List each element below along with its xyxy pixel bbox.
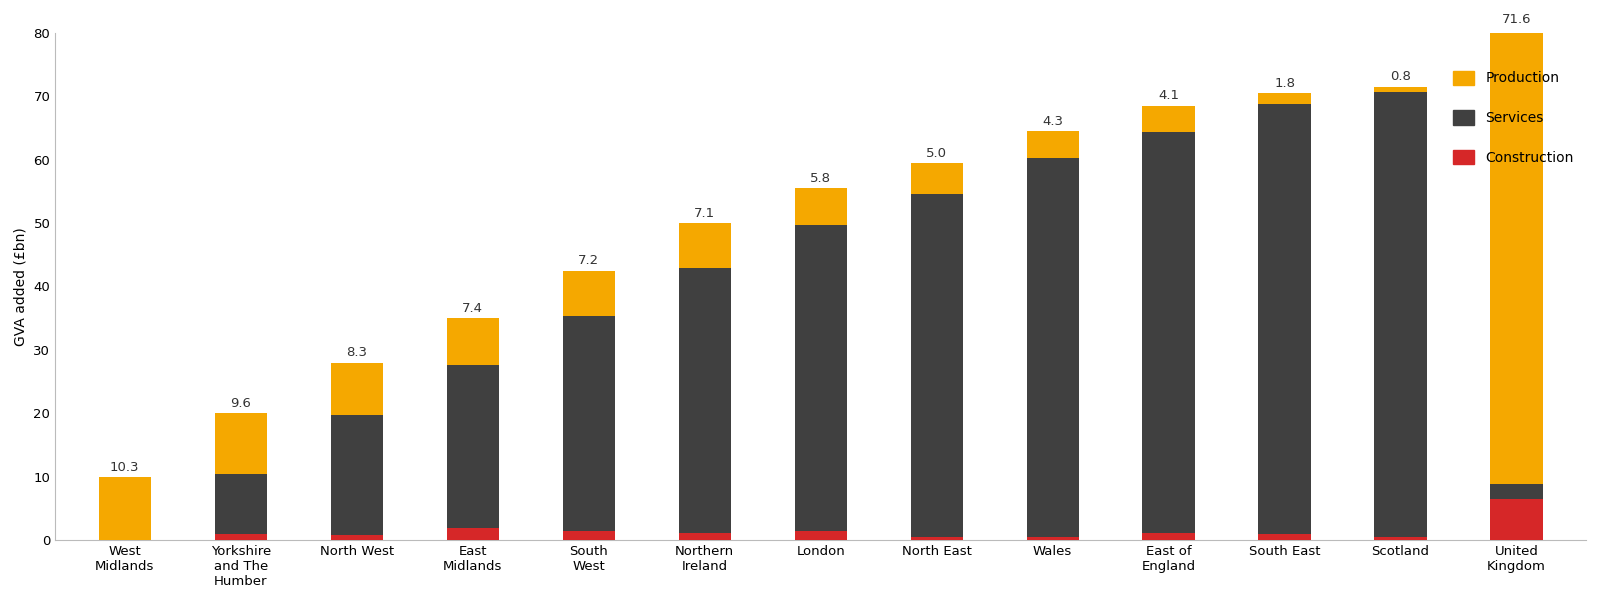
Bar [214,474,267,534]
Bar [1142,533,1195,540]
Bar [795,531,846,540]
Bar [678,223,731,268]
Bar [446,527,499,540]
Bar [563,531,614,540]
Text: 0.8: 0.8 [1390,70,1411,84]
Bar [214,414,267,474]
Bar [678,268,731,533]
Text: 7.2: 7.2 [578,255,600,267]
Bar [99,534,150,542]
Bar [1027,537,1078,540]
Bar [563,271,614,316]
Text: 4.1: 4.1 [1158,90,1179,102]
Bar [1374,537,1427,540]
Bar [1142,105,1195,132]
Y-axis label: GVA added (£bn): GVA added (£bn) [14,227,27,346]
Bar [331,362,382,415]
Bar [331,415,382,535]
Bar [99,477,150,542]
Bar [1491,484,1542,499]
Bar [910,194,963,537]
Text: 5.8: 5.8 [810,172,830,185]
Text: 1.8: 1.8 [1274,77,1294,90]
Text: 10.3: 10.3 [110,461,139,474]
Bar [1491,29,1542,484]
Text: 7.4: 7.4 [462,302,483,315]
Bar [1374,92,1427,537]
Bar [1259,93,1310,104]
Bar [910,537,963,540]
Text: 9.6: 9.6 [230,397,251,410]
Bar [1027,158,1078,537]
Bar [1491,499,1542,540]
Bar [795,188,846,225]
Bar [795,225,846,531]
Bar [1142,132,1195,533]
Bar [99,534,150,540]
Bar [563,316,614,531]
Text: 4.3: 4.3 [1042,115,1062,128]
Bar [1259,534,1310,540]
Bar [446,365,499,527]
Bar [1374,87,1427,92]
Text: 7.1: 7.1 [694,207,715,220]
Text: 5.0: 5.0 [926,146,947,160]
Bar [910,163,963,194]
Bar [1259,104,1310,534]
Bar [214,534,267,540]
Bar [678,533,731,540]
Text: 71.6: 71.6 [1502,13,1531,26]
Text: 8.3: 8.3 [346,346,368,359]
Bar [446,318,499,365]
Bar [331,535,382,540]
Bar [1027,131,1078,158]
Legend: Production, Services, Construction: Production, Services, Construction [1448,65,1579,170]
